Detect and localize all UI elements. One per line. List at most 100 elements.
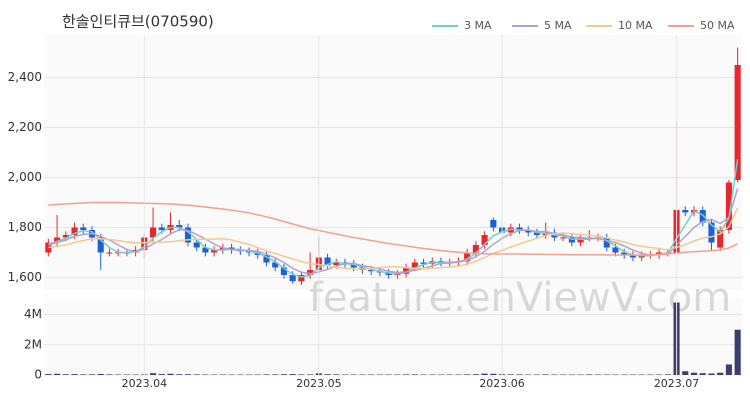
watermark: feature.enViewV.com: [309, 275, 731, 321]
ma-line: [48, 207, 739, 270]
volume-bar: [464, 374, 471, 375]
candle-body: [420, 262, 427, 264]
candle-body: [307, 270, 314, 275]
volume-bar: [298, 374, 305, 375]
volume-bar: [333, 374, 340, 375]
candle-body: [699, 210, 706, 223]
volume-bar: [411, 374, 418, 375]
volume-bar: [158, 374, 165, 375]
volume-bar: [45, 374, 52, 375]
candle-body: [272, 262, 279, 268]
legend-label: 3 MA: [464, 19, 492, 32]
volume-bar: [263, 374, 270, 375]
candle-body: [621, 252, 628, 255]
candle-body: [176, 225, 183, 228]
chart-title: 한솔인티큐브(070590): [62, 13, 214, 31]
volume-bar: [734, 329, 741, 375]
candle-body: [211, 250, 218, 253]
volume-bar: [71, 374, 78, 375]
legend-label: 5 MA: [544, 19, 572, 32]
candle-body: [725, 182, 732, 230]
candle-body: [560, 237, 567, 239]
volume-bar: [324, 374, 331, 375]
volume-bar: [289, 374, 296, 375]
volume-bar: [307, 374, 314, 375]
candle-body: [45, 242, 52, 253]
y-tick-label: 1,600: [8, 270, 42, 284]
volume-bar: [176, 374, 183, 375]
candle-body: [708, 222, 715, 243]
volume-bar: [106, 374, 113, 375]
volume-bar: [54, 373, 61, 375]
volume-bar: [717, 372, 724, 375]
candle-body: [533, 232, 541, 235]
candle-body: [603, 237, 610, 248]
candle-body: [682, 210, 689, 213]
volume-bar: [542, 374, 549, 375]
candle-body: [54, 237, 61, 243]
candle-body: [289, 275, 296, 282]
y-tick-label: 1,800: [8, 220, 42, 234]
volume-bar: [193, 374, 200, 375]
candle-body: [403, 267, 410, 274]
volume-bar: [403, 374, 410, 375]
volume-bar: [699, 373, 706, 375]
volume-bar: [62, 374, 69, 375]
volume-bar: [97, 373, 104, 375]
candle-body: [717, 230, 724, 248]
candle-body: [368, 270, 375, 272]
volume-bar: [725, 364, 732, 375]
volume-bar: [586, 374, 593, 375]
volume-bar: [150, 373, 157, 375]
volume-bar: [690, 372, 698, 375]
volume-bar: [472, 374, 479, 375]
volume-bar: [516, 374, 523, 375]
x-tick-label: 2023.06: [479, 377, 525, 390]
y-tick-label: 2,400: [8, 70, 42, 84]
candle-body: [629, 255, 636, 258]
volume-bar: [682, 371, 689, 375]
candle-body: [80, 227, 87, 230]
candle-body: [516, 227, 523, 230]
y-tick-label: 0: [34, 368, 42, 382]
candle-body: [150, 227, 157, 238]
ma-line: [48, 188, 739, 275]
volume-bar: [481, 373, 488, 375]
ma-line: [48, 201, 738, 256]
volume-bar: [507, 374, 514, 375]
volume-bar: [167, 373, 174, 375]
candle-body: [464, 252, 471, 262]
legend-label: 50 MA: [700, 19, 735, 32]
candle-body: [184, 227, 192, 243]
ma-line: [48, 159, 739, 278]
candle-body: [193, 242, 200, 248]
candle-body: [490, 220, 497, 228]
candle-body: [71, 227, 78, 235]
candle-body: [481, 235, 488, 245]
volume-bar: [80, 374, 87, 375]
volume-bar: [272, 374, 279, 375]
volume-bar: [280, 374, 287, 375]
volume-bar: [184, 374, 192, 375]
volume-bar: [490, 373, 497, 375]
candle-body: [97, 237, 104, 253]
volume-bar: [664, 374, 671, 375]
candle-body: [472, 245, 479, 253]
candle-body: [263, 255, 270, 263]
candle-body: [158, 227, 165, 230]
candle-body: [525, 230, 532, 233]
candle-body: [298, 275, 305, 282]
candle-body: [734, 65, 741, 180]
volume-bar: [708, 373, 715, 375]
candle-body: [333, 262, 340, 265]
x-tick-label: 2023.05: [296, 377, 342, 390]
legend-label: 10 MA: [618, 19, 653, 32]
candle-body: [106, 252, 113, 254]
volume-bar: [88, 374, 96, 375]
y-tick-label: 4M: [24, 307, 42, 321]
x-tick-label: 2023.04: [122, 377, 168, 390]
candle-body: [612, 247, 619, 253]
volume-panel: [44, 298, 742, 375]
candle-body: [350, 263, 357, 268]
